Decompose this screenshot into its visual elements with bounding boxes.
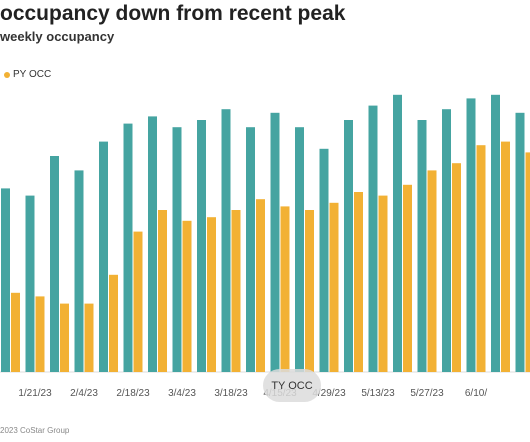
bar-ty-occ[interactable] — [99, 141, 108, 372]
hover-tooltip: TY OCC — [263, 369, 321, 402]
bar-py-occ[interactable] — [35, 296, 45, 372]
bar-py-occ[interactable] — [84, 303, 94, 372]
bar-ty-occ[interactable] — [246, 127, 255, 372]
bar-py-occ[interactable] — [476, 145, 486, 372]
bar-ty-occ[interactable] — [368, 105, 378, 372]
x-tick-label: 3/4/23 — [168, 388, 196, 399]
bar-py-occ[interactable] — [133, 231, 143, 372]
bar-py-occ[interactable] — [525, 152, 530, 372]
bar-ty-occ[interactable] — [319, 148, 329, 372]
bar-py-occ[interactable] — [501, 141, 510, 372]
x-tick-label: 2/18/23 — [116, 388, 150, 399]
bar-ty-occ[interactable] — [393, 94, 402, 373]
bar-ty-occ[interactable] — [417, 120, 427, 372]
bar-ty-occ[interactable] — [172, 127, 182, 372]
chart-title: occupancy down from recent peak — [0, 2, 346, 25]
bar-py-occ[interactable] — [452, 163, 461, 372]
bar-py-occ[interactable] — [305, 210, 314, 372]
source-credit: 2023 CoStar Group — [0, 426, 70, 435]
bar-py-occ[interactable] — [329, 202, 339, 372]
bar-ty-occ[interactable] — [25, 195, 35, 372]
x-tick-label: 2/4/23 — [70, 388, 98, 399]
bar-ty-occ[interactable] — [295, 127, 304, 372]
bar-ty-occ[interactable] — [491, 94, 500, 373]
x-tick-label: 3/18/23 — [214, 388, 248, 399]
bar-ty-occ[interactable] — [442, 109, 451, 372]
bar-py-occ[interactable] — [354, 192, 363, 372]
x-tick-label: 5/27/23 — [410, 388, 444, 399]
bar-py-occ[interactable] — [403, 184, 412, 372]
bar-ty-occ[interactable] — [148, 116, 157, 373]
bar-py-occ[interactable] — [378, 195, 388, 372]
x-tick-label: 5/13/23 — [361, 388, 395, 399]
bar-py-occ[interactable] — [207, 217, 216, 372]
x-tick-label: 6/10/ — [465, 388, 487, 399]
bar-ty-occ[interactable] — [270, 112, 280, 373]
x-tick-label: 1/21/23 — [18, 388, 52, 399]
bar-py-occ[interactable] — [427, 170, 437, 372]
bar-ty-occ[interactable] — [50, 156, 59, 372]
bar-py-occ[interactable] — [280, 206, 290, 372]
legend-marker-py-occ — [4, 71, 10, 78]
bar-py-occ[interactable] — [60, 303, 69, 372]
x-tick-label: 4/29/23 — [312, 388, 346, 399]
chart-subtitle: weekly occupancy — [0, 29, 115, 44]
bar-ty-occ[interactable] — [344, 120, 353, 372]
bar-py-occ[interactable] — [182, 220, 192, 372]
bar-ty-occ[interactable] — [466, 98, 476, 373]
bar-py-occ[interactable] — [158, 210, 167, 372]
bar-py-occ[interactable] — [11, 292, 20, 372]
bar-ty-occ[interactable] — [515, 112, 525, 373]
bar-ty-occ[interactable] — [197, 120, 206, 372]
bar-ty-occ[interactable] — [123, 123, 133, 372]
bar-py-occ[interactable] — [231, 210, 241, 372]
legend-label-py-occ: PY OCC — [13, 69, 52, 80]
bar-ty-occ[interactable] — [74, 170, 84, 372]
bar-py-occ[interactable] — [256, 199, 265, 372]
legend: PY OCC — [4, 69, 51, 80]
bar-ty-occ[interactable] — [1, 188, 10, 372]
bar-ty-occ[interactable] — [221, 109, 231, 372]
bar-py-occ[interactable] — [109, 274, 118, 372]
